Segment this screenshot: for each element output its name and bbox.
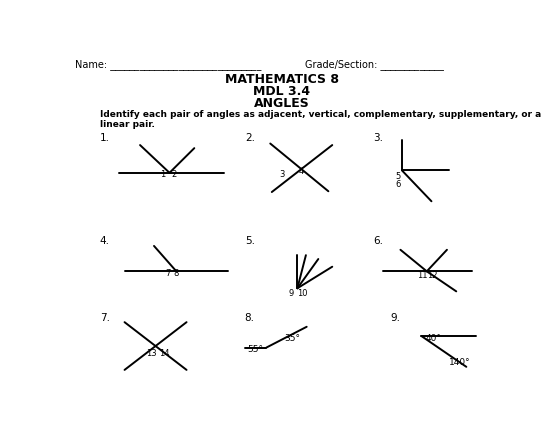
Text: 7: 7 <box>165 269 170 278</box>
Text: 4: 4 <box>299 167 304 176</box>
Text: 8.: 8. <box>244 313 254 323</box>
Text: MATHEMATICS 8: MATHEMATICS 8 <box>225 73 339 86</box>
Text: 5: 5 <box>396 172 401 181</box>
Text: 10: 10 <box>298 289 308 298</box>
Text: 9.: 9. <box>390 313 400 323</box>
Text: Identify each pair of angles as adjacent, vertical, complementary, supplementary: Identify each pair of angles as adjacent… <box>100 109 541 129</box>
Text: Name: _______________________________: Name: _______________________________ <box>75 60 261 70</box>
Text: 6: 6 <box>396 180 401 189</box>
Text: 5.: 5. <box>245 236 255 246</box>
Text: MDL 3.4: MDL 3.4 <box>254 85 310 98</box>
Text: 140°: 140° <box>448 357 470 367</box>
Text: Grade/Section: _____________: Grade/Section: _____________ <box>305 60 444 70</box>
Text: 3.: 3. <box>373 133 383 143</box>
Text: 14: 14 <box>158 349 169 358</box>
Text: 8: 8 <box>173 269 179 278</box>
Text: 12: 12 <box>427 271 437 279</box>
Text: ANGLES: ANGLES <box>254 97 310 109</box>
Text: 1: 1 <box>160 170 166 179</box>
Text: 55°: 55° <box>247 345 263 354</box>
Text: 6.: 6. <box>373 236 383 246</box>
Text: 4.: 4. <box>100 236 110 246</box>
Text: 2: 2 <box>172 170 177 179</box>
Text: 11: 11 <box>417 271 427 279</box>
Text: 9: 9 <box>289 289 294 298</box>
Text: 35°: 35° <box>284 334 300 343</box>
Text: 40°: 40° <box>425 334 441 343</box>
Text: 7.: 7. <box>100 313 110 323</box>
Text: 3: 3 <box>279 170 285 179</box>
Text: 13: 13 <box>146 349 157 358</box>
Text: 2.: 2. <box>245 133 255 143</box>
Text: 1.: 1. <box>100 133 110 143</box>
